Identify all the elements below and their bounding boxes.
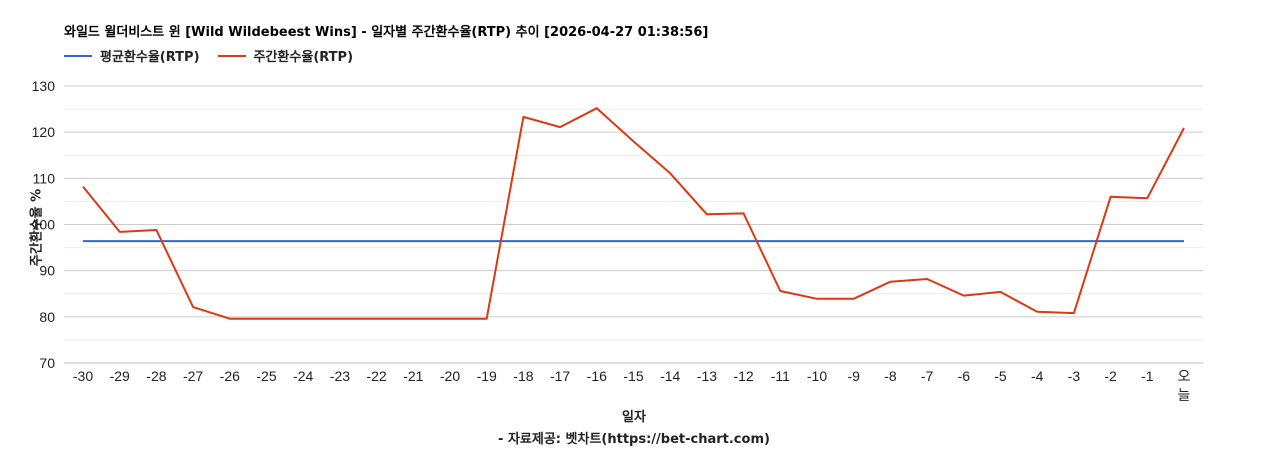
x-tick-label: -16 [587, 368, 607, 384]
x-tick-label: -3 [1068, 368, 1081, 384]
y-tick-label: 80 [39, 309, 55, 325]
x-tick-label: -28 [146, 368, 166, 384]
x-tick-label: -22 [366, 368, 386, 384]
x-tick-label: -5 [994, 368, 1007, 384]
x-tick-label: -12 [733, 368, 753, 384]
x-tick-label: -20 [440, 368, 460, 384]
x-tick-label: -25 [256, 368, 276, 384]
x-tick-label: -21 [403, 368, 423, 384]
y-tick-label: 120 [32, 124, 56, 140]
x-tick-label: -4 [1031, 368, 1044, 384]
x-tick-label: -14 [660, 368, 680, 384]
x-tick-label: -19 [477, 368, 497, 384]
x-tick-label: 늘 [1178, 387, 1191, 403]
y-tick-label: 100 [32, 217, 56, 233]
x-tick-label: -11 [771, 368, 790, 384]
chart-title: 와일드 윌더비스트 윈 [Wild Wildebeest Wins] - 일자별… [64, 25, 709, 40]
x-tick-label: -27 [183, 368, 203, 384]
x-tick-label: -7 [921, 368, 934, 384]
x-tick-label: -24 [293, 368, 313, 384]
x-tick-label: -1 [1141, 368, 1154, 384]
legend: 평균환수율(RTP) 주간환수율(RTP) [64, 46, 371, 65]
x-tick-label: -13 [697, 368, 717, 384]
legend-item-weekly[interactable]: 주간환수율(RTP) [217, 46, 354, 65]
x-tick-label: 오 [1178, 368, 1191, 384]
y-tick-label: 130 [32, 78, 56, 94]
x-tick-label: -9 [847, 368, 860, 384]
weekly-rtp-line[interactable] [82, 107, 1185, 320]
x-axis-title: 일자 [622, 410, 646, 425]
x-tick-label: -23 [330, 368, 350, 384]
legend-swatch-weekly [217, 54, 246, 57]
legend-label-average: 평균환수율(RTP) [100, 50, 200, 65]
x-tick-label: -29 [110, 368, 130, 384]
y-tick-label: 90 [39, 263, 55, 279]
x-tick-label: -2 [1104, 368, 1117, 384]
y-axis-title: 주간환수율 % [29, 188, 45, 267]
x-tick-label: -10 [807, 368, 827, 384]
x-tick-label: -17 [550, 368, 570, 384]
x-tick-label: -18 [513, 368, 533, 384]
legend-swatch-average [64, 54, 92, 57]
x-tick-label: -8 [884, 368, 897, 384]
x-tick-label: -30 [73, 368, 93, 384]
x-tick-label: -26 [220, 368, 240, 384]
legend-label-weekly: 주간환수율(RTP) [253, 50, 354, 65]
x-tick-label: -15 [623, 368, 643, 384]
y-tick-label: 110 [33, 170, 56, 186]
y-tick-label: 70 [39, 355, 55, 371]
data-credit: - 자료제공: 벳차트(https://bet-chart.com) [498, 432, 770, 447]
x-tick-label: -6 [958, 368, 971, 384]
legend-item-average[interactable]: 평균환수율(RTP) [64, 46, 200, 65]
